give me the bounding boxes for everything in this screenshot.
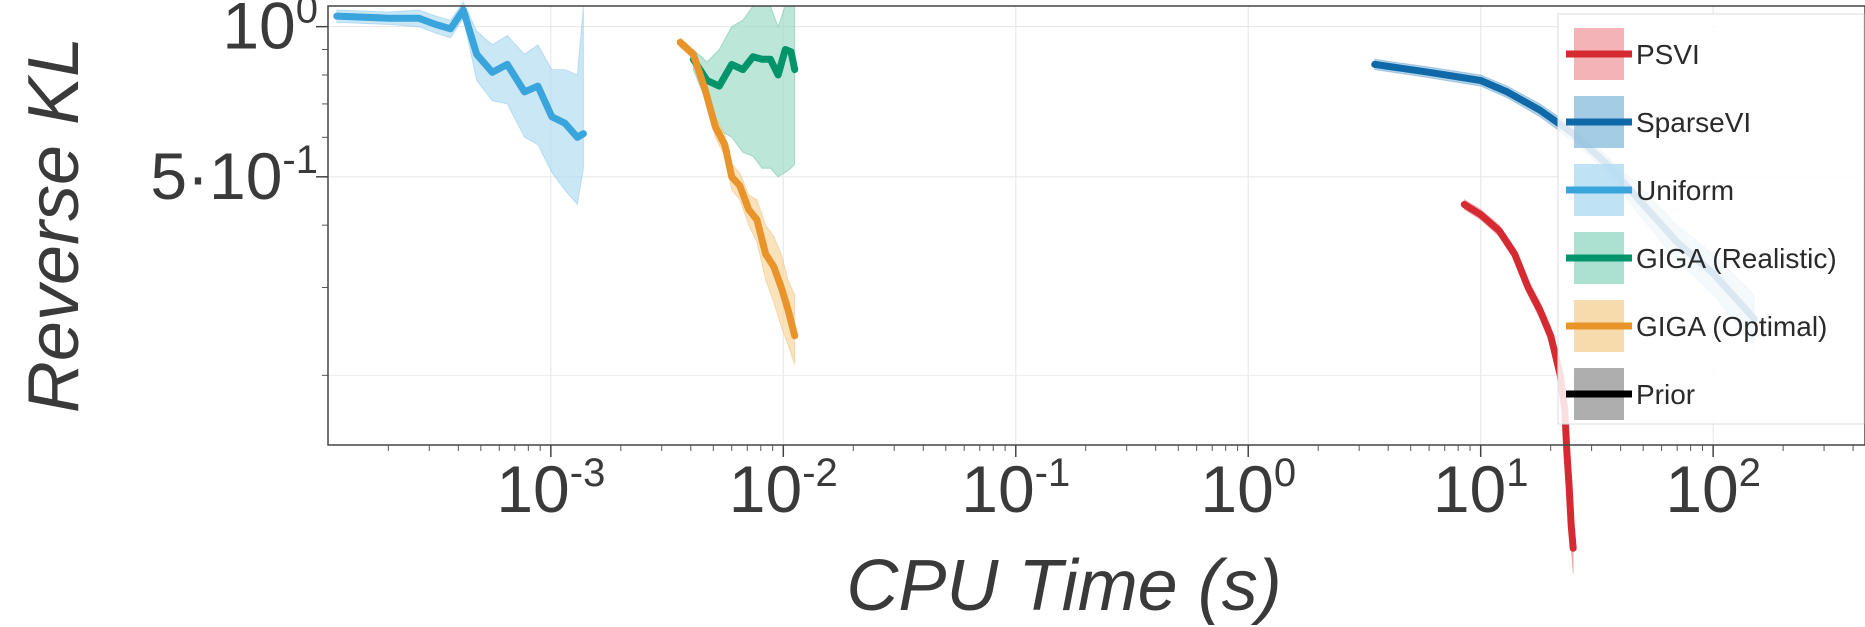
x-tick-label-3: 100 (1200, 451, 1296, 526)
x-tick-label-2: 10-1 (961, 451, 1070, 526)
y-tick-label-1: 5·10-1 (150, 138, 318, 213)
x-tick-label-5: 102 (1665, 451, 1761, 526)
x-tick-label-0: 10-3 (496, 451, 605, 526)
x-tick-label-4: 101 (1433, 451, 1529, 526)
legend-label: GIGA (Optimal) (1636, 311, 1827, 342)
legend: PSVI SparseVI Uniform GIGA (Realistic) GIGA … (1558, 14, 1864, 424)
y-tick-label-0: 100 (222, 0, 318, 63)
legend-label: GIGA (Realistic) (1636, 243, 1837, 274)
x-tick-label-1: 10-2 (729, 451, 838, 526)
legend-label: PSVI (1636, 39, 1700, 70)
y-axis-label: Reverse KL (14, 37, 94, 413)
legend-label: SparseVI (1636, 107, 1751, 138)
x-axis-label: CPU Time (s) (846, 546, 1281, 626)
legend-label: Uniform (1636, 175, 1734, 206)
legend-label: Prior (1636, 379, 1695, 410)
